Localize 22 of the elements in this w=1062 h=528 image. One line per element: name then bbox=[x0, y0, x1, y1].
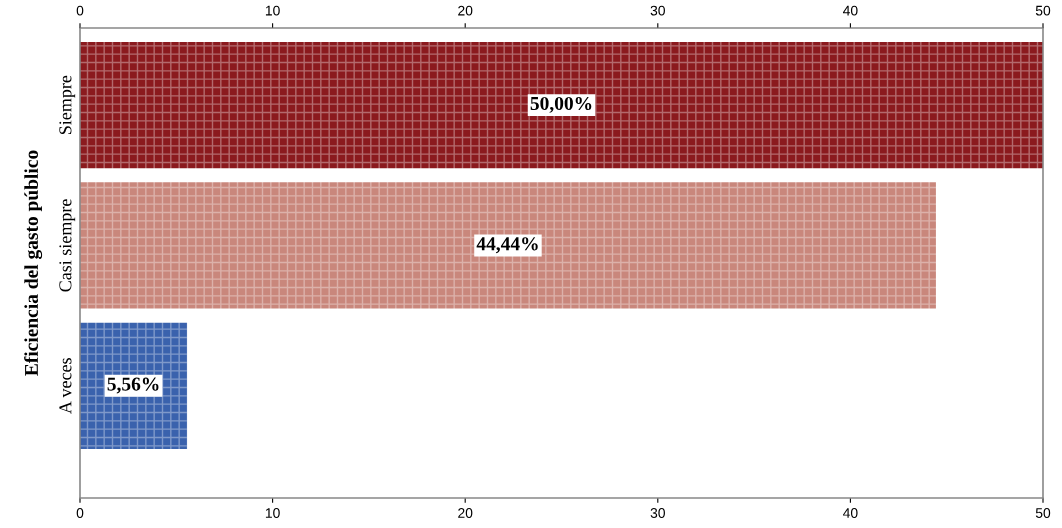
x2-tick-label: 20 bbox=[458, 508, 473, 518]
x-tick-label: 40 bbox=[843, 5, 858, 16]
data-label: 50,00% bbox=[530, 96, 592, 113]
y-axis-title: Eficiencia del gasto público bbox=[24, 150, 43, 376]
x-tick-label: 30 bbox=[650, 5, 665, 16]
y-tick-label: Siempre bbox=[59, 75, 76, 135]
x-tick-label: 50 bbox=[1035, 5, 1051, 16]
bar bbox=[80, 322, 188, 449]
x2-tick-label: 30 bbox=[650, 508, 665, 518]
x2-tick-label: 10 bbox=[265, 508, 280, 518]
y-tick-label: Casi siempre bbox=[59, 199, 76, 292]
y-tick-label: A veces bbox=[59, 358, 72, 414]
x2-tick-label: 40 bbox=[843, 508, 858, 518]
x-tick-label: 0 bbox=[76, 5, 84, 16]
x2-tick-label: 50 bbox=[1035, 508, 1051, 518]
data-label: 44,44% bbox=[476, 237, 538, 254]
bar bbox=[80, 182, 936, 309]
bar bbox=[80, 42, 1043, 169]
data-label: 5,56% bbox=[107, 377, 159, 394]
x-tick-label: 10 bbox=[265, 5, 280, 16]
x2-tick-label: 0 bbox=[76, 508, 84, 518]
x-tick-label: 20 bbox=[458, 5, 473, 16]
